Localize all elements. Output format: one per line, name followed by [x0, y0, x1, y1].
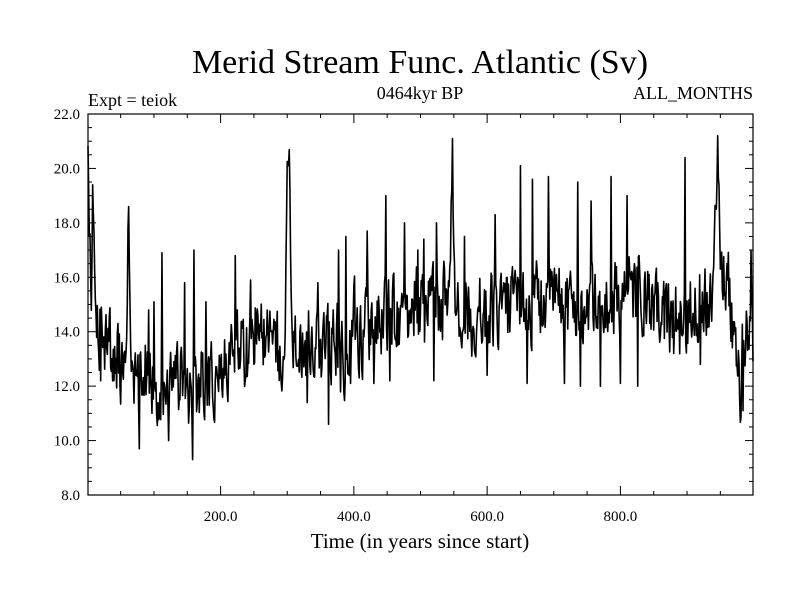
- y-tick-label: 18.0: [54, 216, 80, 232]
- months-label: ALL_MONTHS: [633, 83, 753, 103]
- x-tick-label: 600.0: [470, 509, 504, 525]
- y-axis: 8.0 10.0 12.0 14.0 16.0 18.0 20.0 22.0: [54, 107, 753, 504]
- y-tick-label: 20.0: [54, 161, 80, 177]
- x-axis: 200.0 400.0 600.0 800.0: [120, 114, 721, 525]
- chart-title: Merid Stream Func. Atlantic (Sv): [192, 44, 648, 81]
- y-tick-label: 10.0: [54, 434, 80, 450]
- series-line: [87, 134, 754, 461]
- y-tick-label: 8.0: [61, 488, 80, 504]
- y-tick-label: 14.0: [54, 325, 80, 341]
- y-tick-label: 22.0: [54, 107, 80, 123]
- experiment-label: Expt = teiok: [88, 90, 177, 110]
- x-tick-label: 400.0: [337, 509, 371, 525]
- y-tick-label: 12.0: [54, 379, 80, 395]
- x-tick-label: 200.0: [204, 509, 238, 525]
- x-axis-label: Time (in years since start): [311, 529, 530, 553]
- period-label: 0464kyr BP: [377, 83, 464, 103]
- x-tick-label: 800.0: [604, 509, 638, 525]
- y-tick-label: 16.0: [54, 270, 80, 286]
